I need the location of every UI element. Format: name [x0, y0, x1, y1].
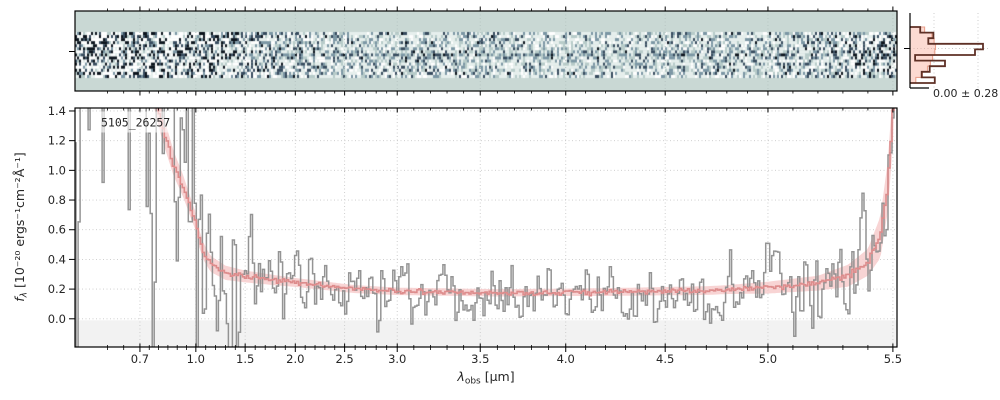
x-tick-label: 4.5: [656, 352, 674, 366]
x-tick-label: 0.7: [131, 352, 149, 366]
2d-spectrum-axes: [69, 6, 898, 96]
residual-histogram-axes: [904, 13, 988, 89]
x-tick-label: 5.5: [884, 352, 902, 366]
x-axis-title: λobs [μm]: [456, 369, 514, 387]
histogram-stats-label: 0.00 ± 0.28: [933, 87, 998, 100]
x-tick-label: 2.0: [286, 352, 304, 366]
y-tick-label: 1.2: [48, 134, 66, 148]
y-tick-label: 1.0: [48, 163, 66, 177]
below-zero-shade: [75, 320, 897, 347]
y-tick-label: 1.4: [48, 104, 66, 118]
2d-panel-frame: [74, 10, 898, 92]
model-spectrum-line: [155, 108, 895, 297]
x-tick-label: 1.0: [187, 352, 205, 366]
x-tick-label: 1.5: [236, 352, 254, 366]
x-tick-label: 2.5: [335, 352, 353, 366]
y-tick-label: 0.0: [48, 312, 66, 326]
x-tick-label: 5.0: [759, 352, 777, 366]
source-id-label: 5105_26257: [101, 116, 170, 130]
y-tick-label: 0.8: [48, 193, 66, 207]
x-tick-label: 3.0: [388, 352, 406, 366]
x-tick-label: 4.0: [557, 352, 575, 366]
y-tick-label: 0.6: [48, 223, 66, 237]
model-uncertainty-band: [154, 108, 895, 297]
2d-spectrum-heatmap: [75, 11, 897, 91]
main-panel-frame: [74, 107, 898, 348]
x-tick-label: 3.5: [471, 352, 489, 366]
source-label-bbox: [96, 111, 173, 133]
y-axis-title: fλ [10⁻²⁰ ergs⁻¹cm⁻²Å⁻¹]: [12, 152, 30, 301]
main-spectrum-axes: 0.7 1.0 1.5 2.0 2.5 3.0 3.5 4.0 4.5 5.0 5.5 0.0 0.2 0…: [48, 104, 902, 366]
residual-histogram-outline: [910, 26, 984, 84]
y-tick-label: 0.2: [48, 282, 66, 296]
y-tick-label: 0.4: [48, 252, 66, 266]
spectrum-clip-group: [75, 108, 895, 347]
